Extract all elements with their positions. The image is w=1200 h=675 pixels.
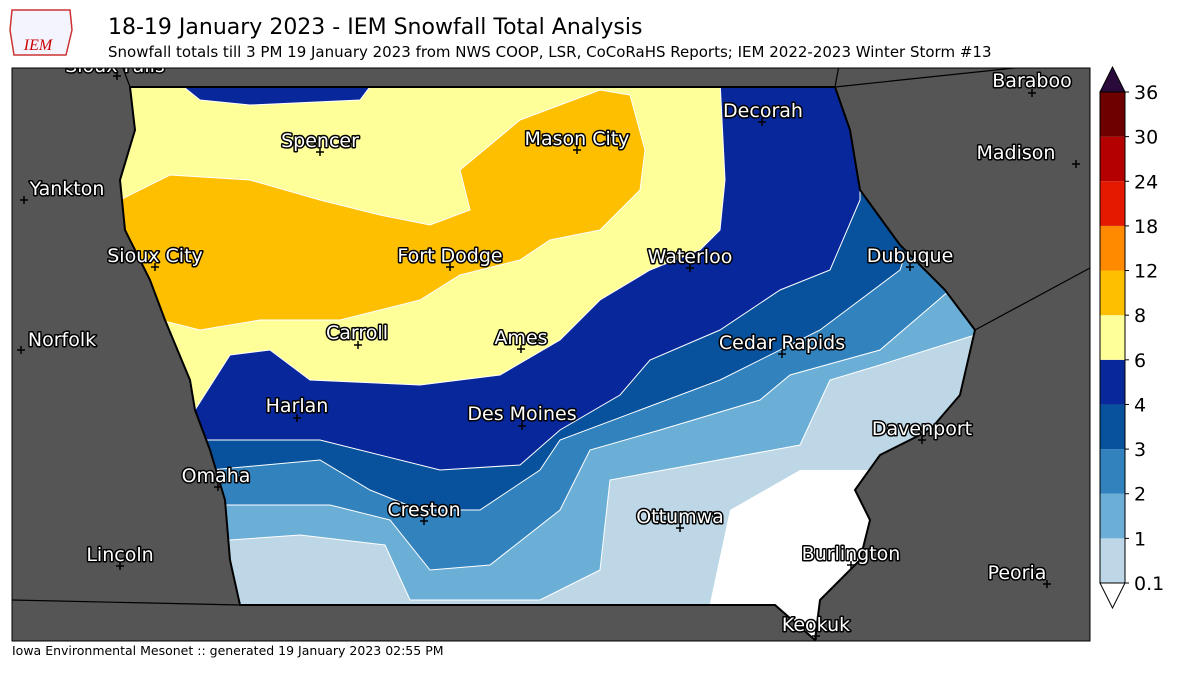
title: 18-19 January 2023 - IEM Snowfall Total … (108, 15, 642, 40)
city-marker (20, 196, 28, 204)
city-marker (517, 345, 525, 353)
colorbar-tick-label: 12 (1134, 261, 1158, 283)
city-marker (116, 562, 124, 570)
colorbar-over (1099, 65, 1126, 93)
colorbar-tick-label: 1 (1134, 528, 1146, 550)
colorbar-segment (1100, 92, 1125, 137)
city-marker (778, 350, 786, 358)
colorbar-segment (1100, 225, 1125, 271)
city-label: Omaha (182, 465, 251, 487)
city-label: Waterloo (648, 246, 733, 268)
city-label: Fort Dodge (397, 245, 502, 267)
colorbar-under (1099, 582, 1126, 610)
colorbar-segment (1100, 538, 1125, 583)
city-marker (686, 264, 694, 272)
logo: IEM (9, 9, 73, 56)
logo-text: IEM (23, 37, 54, 54)
colorbar-segment (1100, 359, 1125, 405)
colorbar-tick-label: 2 (1134, 484, 1146, 506)
city-label: Baraboo (992, 70, 1071, 92)
colorbar-segment (1100, 449, 1125, 494)
city-label: Norfolk (28, 329, 96, 351)
state-line (122, 68, 131, 88)
colorbar-tick-label: 18 (1134, 216, 1158, 238)
city-label: Decorah (723, 100, 803, 122)
city-marker (1043, 580, 1051, 588)
city-label: Davenport (872, 418, 972, 440)
city-marker (316, 148, 324, 156)
city-label: Cedar Rapids (719, 332, 845, 354)
city-label: Creston (387, 499, 460, 521)
city-marker (420, 517, 428, 525)
city-label: Keokuk (782, 614, 850, 636)
city-marker (1028, 89, 1036, 97)
colorbar-segment (1100, 181, 1125, 226)
colorbar-frame (1099, 91, 1126, 584)
colorbar-tick-label: 36 (1134, 82, 1158, 104)
colorbar-tick-label: 8 (1134, 305, 1146, 327)
colorbar-tick-label: 3 (1134, 439, 1146, 461)
city-marker (354, 341, 362, 349)
city-marker (758, 118, 766, 126)
city-label: Spencer (281, 130, 359, 152)
city-marker (518, 422, 526, 430)
city-marker (812, 632, 820, 640)
state-line (834, 68, 1021, 88)
city-label: Carroll (326, 322, 388, 344)
colorbar-segment (1100, 404, 1125, 450)
city-label: Des Moines (467, 403, 576, 425)
city-label: Harlan (266, 395, 329, 417)
map-frame (11, 67, 1091, 642)
colorbar-segment (1100, 493, 1125, 539)
city-label: Dubuque (867, 245, 954, 267)
colorbar-tick-label: 30 (1134, 127, 1158, 149)
city-marker (1072, 160, 1080, 168)
subtitle: Snowfall totals till 3 PM 19 January 202… (108, 43, 992, 61)
city-marker (17, 346, 25, 354)
state-line (12, 599, 241, 606)
state-line (974, 267, 1090, 331)
colorbar-tick-label: 0.1 (1134, 573, 1164, 595)
city-label: Ames (494, 327, 547, 349)
city-label: Lincoln (86, 544, 153, 566)
city-label: Yankton (29, 178, 105, 200)
city-marker (446, 263, 454, 271)
city-marker (113, 72, 121, 80)
city-label: Madison (977, 142, 1056, 164)
city-marker (573, 146, 581, 154)
colorbar-tick-label: 6 (1134, 350, 1146, 372)
colorbar-segment (1100, 315, 1125, 360)
city-label: Sioux Falls (65, 55, 165, 77)
colorbar-tick-label: 24 (1134, 171, 1158, 193)
state-line (834, 68, 840, 88)
colorbar-tick-label: 4 (1134, 394, 1146, 416)
city-label: Peoria (988, 562, 1047, 584)
colorbar-segment (1100, 136, 1125, 182)
state-line (814, 639, 817, 641)
footer: Iowa Environmental Mesonet :: generated … (12, 643, 444, 658)
city-marker (918, 436, 926, 444)
city-label: Mason City (525, 128, 630, 150)
city-marker (676, 524, 684, 532)
city-label: Burlington (802, 543, 901, 565)
colorbar-segment (1100, 270, 1125, 316)
city-label: Sioux City (107, 245, 203, 267)
city-marker (214, 483, 222, 491)
city-marker (293, 414, 301, 422)
city-marker (151, 263, 159, 271)
city-label: Ottumwa (636, 506, 724, 528)
snow-band (120, 89, 646, 331)
city-marker (847, 561, 855, 569)
city-marker (906, 263, 914, 271)
